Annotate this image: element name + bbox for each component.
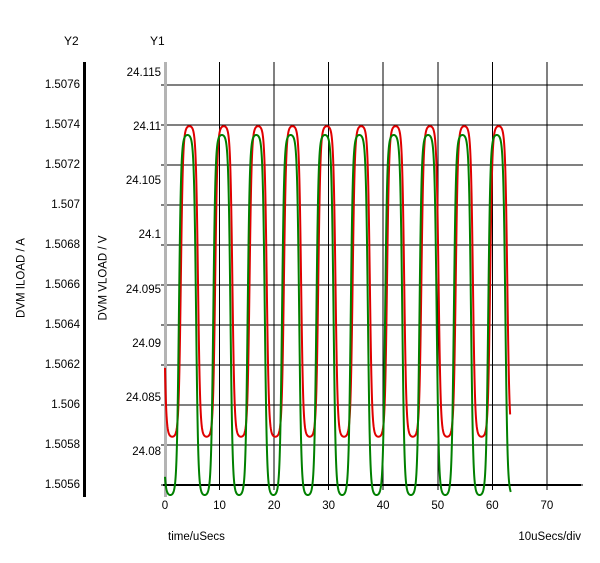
y2-tick-label: 1.5064 (44, 318, 80, 331)
y1-tick-label: 24.085 (125, 392, 161, 405)
y2-tick-label: 1.5058 (44, 438, 80, 451)
y1-tick-label: 24.09 (132, 337, 161, 350)
x-axis-title: time/uSecs (168, 531, 225, 543)
x-tick-label: 30 (322, 500, 336, 512)
y1-axis-title: DVM VLOAD / V (97, 235, 110, 321)
y2-tick-label: 1.5076 (44, 78, 80, 91)
waveform-dvm-iload[interactable] (164, 134, 512, 496)
y1-tick-label: 24.1 (138, 229, 161, 242)
x-tick-label: 10 (213, 500, 226, 512)
y1-tick-label: 24.115 (126, 66, 161, 79)
y2-tick-label: 1.5056 (44, 478, 80, 491)
y2-tick-label: 1.506 (51, 398, 80, 411)
y1-tick-label: 24.08 (132, 446, 161, 459)
x-tick-label: 70 (540, 500, 554, 512)
x-scale-per-div-label: 10uSecs/div (518, 531, 581, 543)
y2-tick-label: 1.5074 (44, 118, 80, 131)
y2-tick-label: 1.5066 (44, 278, 80, 291)
x-tick-label: 20 (267, 500, 281, 512)
y2-tick-label: 1.5062 (44, 358, 80, 371)
y1-tick-label: 24.11 (133, 120, 161, 133)
y2-tick-label: 1.5072 (44, 158, 80, 171)
y1-axis-header: Y1 (150, 34, 165, 48)
y2-axis-title: DVM ILOAD / A (15, 238, 28, 318)
y2-axis-header: Y2 (64, 34, 79, 48)
x-tick-label: 60 (485, 500, 499, 512)
waveform-dvm-vload[interactable] (164, 125, 512, 438)
x-tick-label: 40 (376, 500, 390, 512)
x-tick-label: 0 (161, 500, 169, 512)
x-tick-label: 50 (431, 500, 445, 512)
y2-tick-label: 1.507 (51, 198, 80, 211)
y2-tick-label: 1.5068 (44, 238, 80, 251)
y1-tick-label: 24.105 (125, 175, 161, 188)
y1-tick-label: 24.095 (125, 283, 161, 296)
